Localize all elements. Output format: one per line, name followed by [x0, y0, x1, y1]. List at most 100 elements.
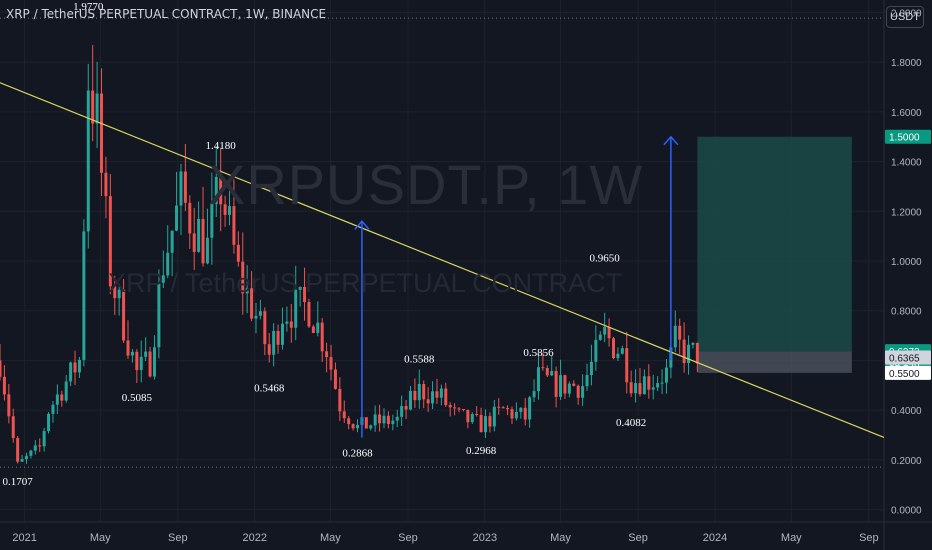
candle-body [51, 404, 55, 414]
candle-body [148, 351, 152, 377]
price-axis[interactable]: 2.0000 1.8000 1.6000 1.4000 1.2000 1.0000 0.80… [891, 8, 922, 516]
candle-body [298, 286, 302, 290]
candle-body [598, 334, 602, 340]
candle-body [161, 275, 165, 283]
candle-body [311, 326, 315, 333]
candle-body [638, 383, 642, 395]
candle-body [42, 431, 46, 447]
candle-body [532, 391, 536, 398]
candle-body [519, 407, 523, 412]
candle-body [351, 424, 355, 429]
candle-body [629, 382, 633, 394]
candle-body [236, 244, 240, 262]
candle-body [170, 230, 174, 253]
candle-body [563, 375, 567, 394]
trendline [0, 82, 885, 439]
candle-body [382, 415, 386, 424]
candle-body [634, 383, 638, 394]
price-annotation: 0.5085 [122, 392, 153, 404]
candle-body [576, 385, 580, 398]
candle-body [276, 330, 280, 345]
trendline-layer [0, 82, 885, 439]
candle-body [77, 359, 81, 373]
candle-body [126, 340, 130, 356]
candle-body [501, 407, 505, 409]
stop-price-label: 0.6365 [889, 353, 920, 364]
candle-body [320, 322, 324, 352]
stop-zone [697, 351, 852, 373]
candle-body [333, 369, 337, 389]
candle-body [130, 351, 134, 356]
candle-body [201, 218, 205, 264]
dotted-levels [0, 17, 884, 468]
candle-body [0, 360, 2, 377]
stop-price-label-bg [885, 350, 931, 365]
price-annotation: 0.5856 [523, 347, 554, 359]
candle-body [585, 375, 589, 387]
candle-body [664, 367, 668, 383]
candle-body [223, 204, 227, 215]
candle-body [152, 347, 156, 377]
candle-body [536, 367, 540, 392]
price-annotation: 0.2868 [342, 447, 373, 459]
candle-body [484, 416, 488, 433]
candlestick-series [0, 45, 699, 464]
candle-body [122, 289, 126, 341]
x-tick-label: Sep [398, 532, 418, 544]
candle-body [647, 376, 651, 390]
candle-body [559, 375, 563, 397]
candle-body [325, 351, 329, 358]
symbol-watermark: XRPUSDT.P, 1W [208, 153, 644, 216]
candle-body [192, 233, 196, 252]
candle-body [294, 289, 298, 328]
candle-body [73, 362, 77, 373]
candle-body [258, 311, 262, 316]
y-tick-label: 1.8000 [891, 58, 922, 69]
price-annotation: 0.5588 [404, 354, 435, 366]
candle-body [289, 321, 293, 328]
candle-body [166, 252, 170, 276]
time-axis[interactable]: 2021 May Sep 2022 May Sep 2023 May Sep 2024 May Sep [12, 532, 878, 544]
x-tick-label: May [550, 532, 571, 544]
candle-body [197, 218, 201, 252]
candle-body [369, 425, 373, 429]
candle-body [695, 342, 699, 364]
candle-body [492, 406, 496, 427]
price-annotations: 1.9770 1.4180 0.5085 0.5468 0.2868 0.5588 0.29… [3, 1, 647, 488]
candle-body [303, 286, 307, 303]
x-tick-label: Sep [628, 532, 648, 544]
x-tick-label: 2022 [242, 532, 266, 544]
price-annotation: 1.4180 [206, 140, 237, 152]
candle-body [691, 342, 695, 345]
price-annotation: 1.9770 [73, 1, 104, 13]
candle-body [117, 289, 121, 299]
candle-body [82, 231, 86, 360]
candle-body [510, 409, 514, 419]
target-price-label-bg [885, 129, 931, 144]
symbol-header: XRP / TetherUS PERPETUAL CONTRACT, 1W, B… [6, 7, 327, 21]
y-tick-label: 1.2000 [891, 207, 922, 218]
candle-body [16, 438, 20, 462]
candle-body [183, 171, 187, 203]
candle-body [60, 394, 64, 401]
candle-body [607, 326, 611, 339]
y-tick-label: 2.0000 [891, 8, 922, 19]
candle-body [678, 325, 682, 340]
candle-body [616, 353, 620, 359]
candle-body [64, 381, 68, 401]
candle-body [514, 411, 518, 419]
trendline-price-label-bg [885, 365, 931, 380]
candle-body [656, 383, 660, 388]
currency-button[interactable]: USDT [886, 6, 924, 28]
candle-body [108, 196, 112, 287]
candle-body [461, 409, 465, 411]
candle-body [413, 390, 417, 401]
candle-body [400, 406, 404, 417]
candle-body [157, 282, 161, 348]
candle-body [386, 415, 390, 425]
price-annotation: 0.4082 [616, 417, 646, 429]
candle-body [347, 418, 351, 425]
candle-body [457, 408, 461, 410]
